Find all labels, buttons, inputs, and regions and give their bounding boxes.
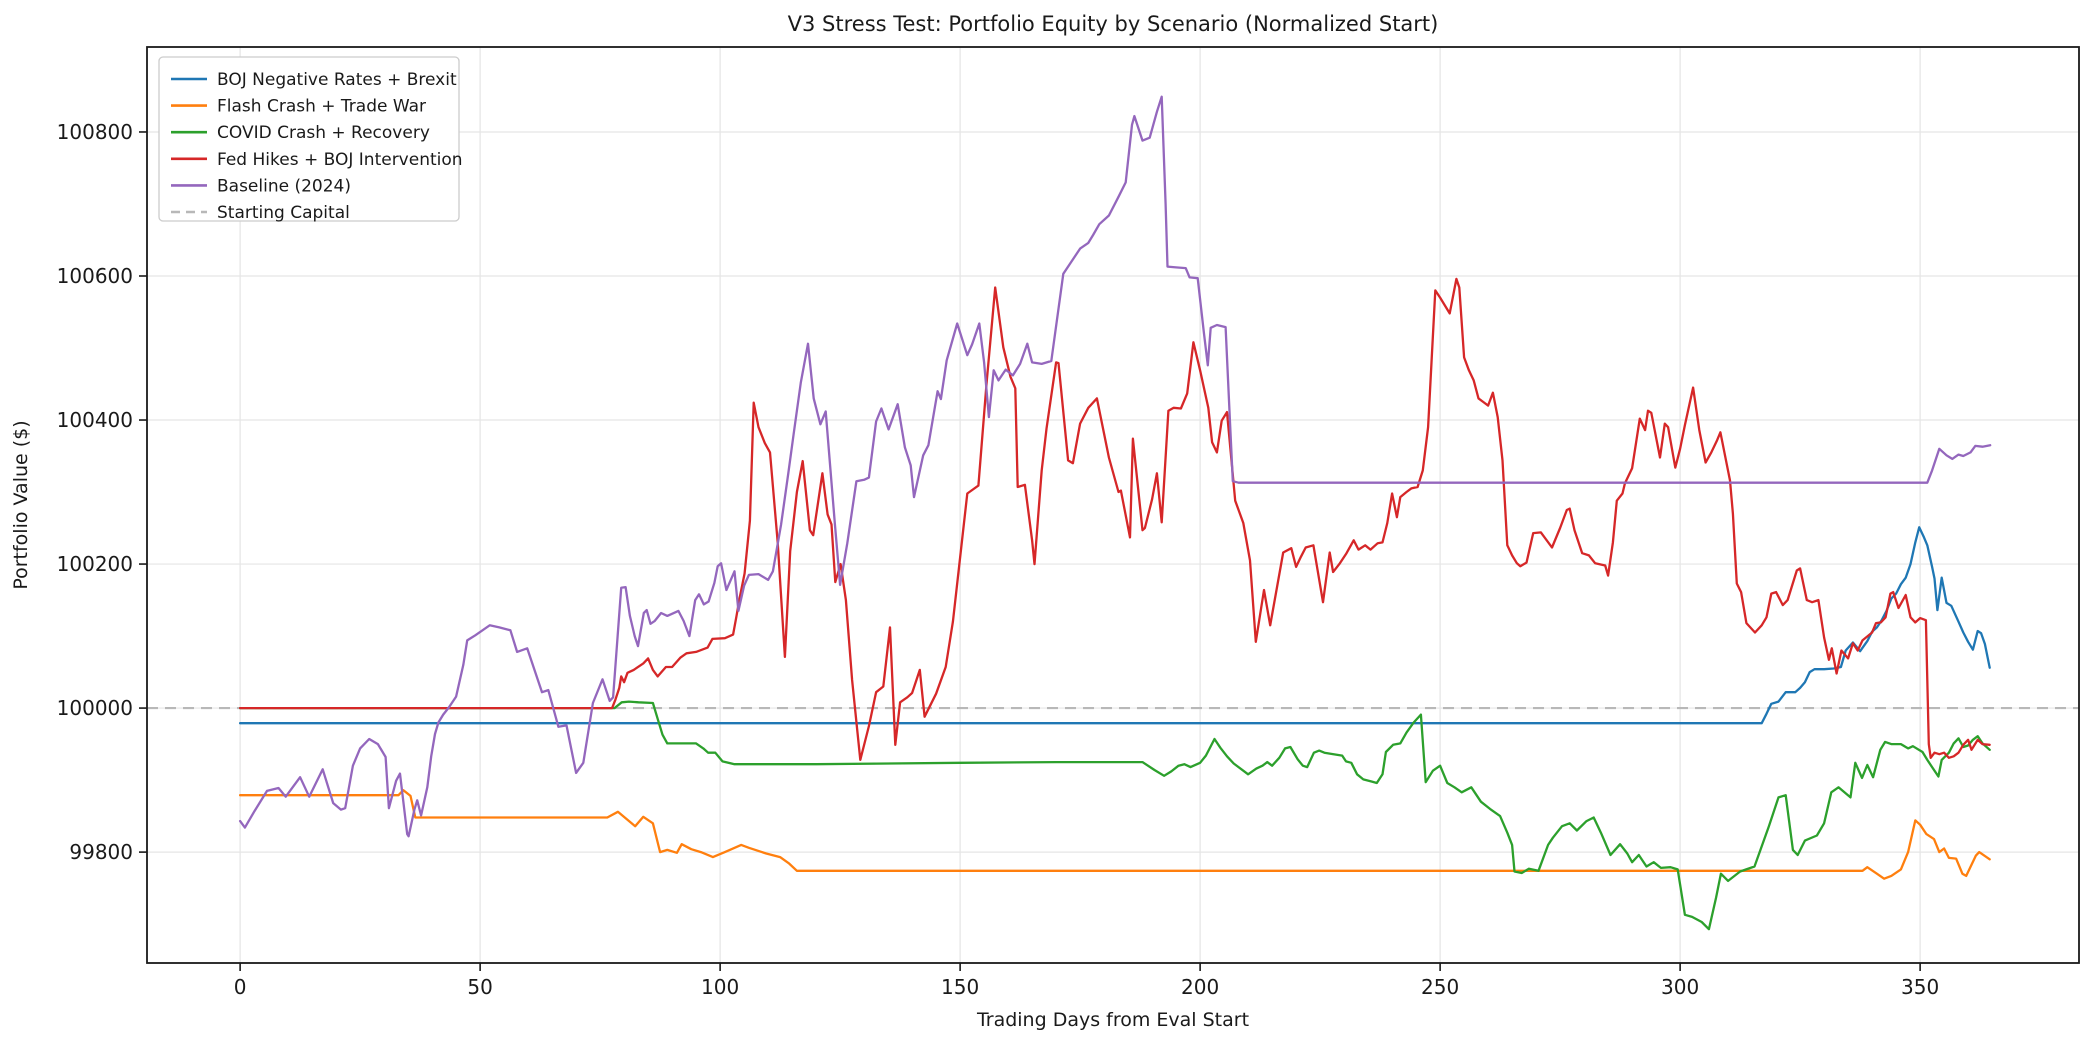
legend-label-baseline-2024: Baseline (2024)	[217, 176, 351, 196]
series-line-boj-negative-rates-brexit	[238, 526, 1991, 725]
legend-label-starting-capital: Starting Capital	[217, 203, 350, 223]
x-axis-label: Trading Days from Eval Start	[976, 1009, 1249, 1031]
y-tick-label-100000: 100000	[57, 696, 133, 720]
chart-title: V3 Stress Test: Portfolio Equity by Scen…	[788, 12, 1439, 36]
legend-box	[158, 56, 460, 222]
axis-ticks: 0 50 100 150 200 250 300 350 99800 100000 100200 10…	[57, 120, 1940, 999]
x-tick-label-0: 0	[234, 975, 247, 999]
y-tick-label-100400: 100400	[57, 408, 133, 432]
x-tick-label-350: 350	[1901, 975, 1939, 999]
y-tick-label-99800: 99800	[69, 840, 133, 864]
legend-label-fed-hikes-boj-intervention: Fed Hikes + BOJ Intervention	[217, 150, 463, 170]
legend: BOJ Negative Rates + Brexit Flash Crash +…	[158, 56, 463, 223]
legend-label-covid-crash-recovery: COVID Crash + Recovery	[217, 123, 430, 143]
series-line-flash-crash-trade-war	[238, 789, 1991, 880]
series-lines	[238, 95, 1992, 931]
series-line-baseline-2024	[238, 95, 1992, 838]
x-tick-label-100: 100	[701, 975, 739, 999]
y-axis-label: Portfolio Value ($)	[10, 420, 32, 589]
plot-border	[146, 46, 2080, 964]
y-tick-label-100200: 100200	[57, 552, 133, 576]
x-tick-label-300: 300	[1661, 975, 1699, 999]
y-tick-label-100600: 100600	[57, 264, 133, 288]
x-tick-label-250: 250	[1421, 975, 1459, 999]
series-line-covid-crash-recovery	[238, 700, 1991, 931]
y-tick-label-100800: 100800	[57, 120, 133, 144]
x-tick-label-200: 200	[1181, 975, 1219, 999]
x-tick-label-50: 50	[467, 975, 492, 999]
legend-label-boj-negative-rates-brexit: BOJ Negative Rates + Brexit	[217, 70, 457, 90]
series-line-fed-hikes-boj-intervention	[238, 277, 1991, 762]
x-tick-label-150: 150	[941, 975, 979, 999]
axes-spines	[146, 46, 2080, 964]
legend-label-flash-crash-trade-war: Flash Crash + Trade War	[217, 97, 426, 117]
